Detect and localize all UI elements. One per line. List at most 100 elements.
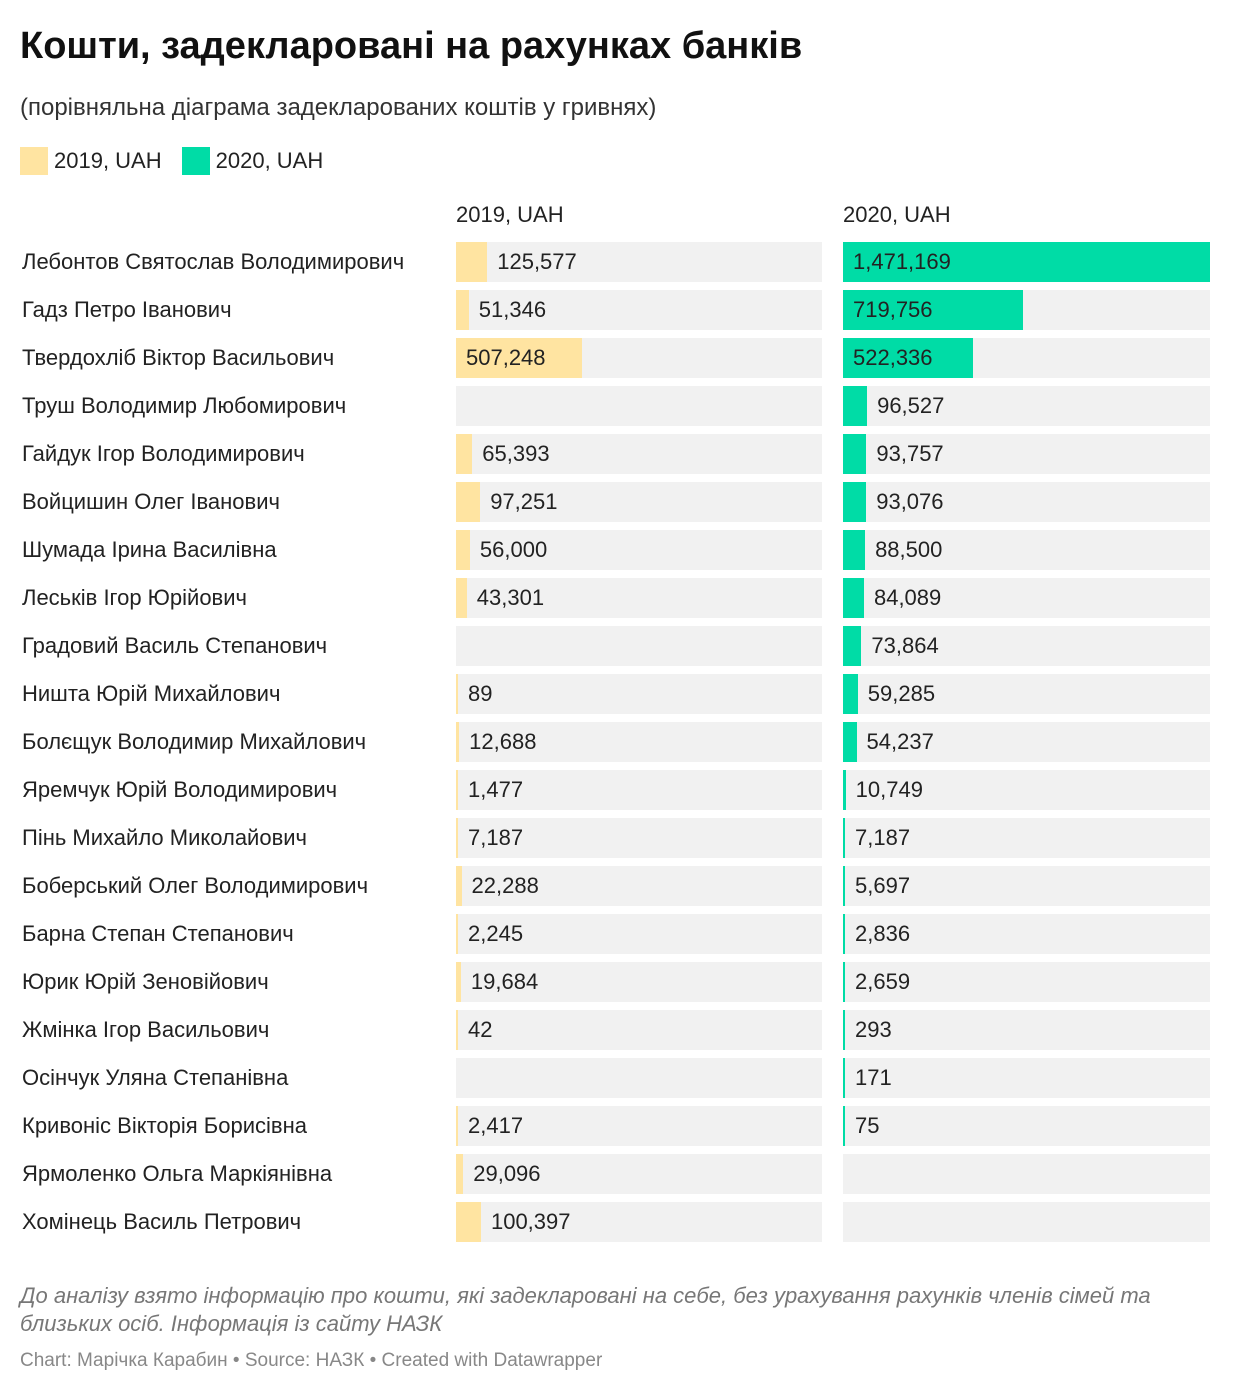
- bar-2020: [843, 290, 1023, 330]
- bar-track-2019: 507,248: [456, 338, 822, 378]
- bar-row: Градовий Василь Степанович 73,864: [0, 626, 1240, 666]
- bar-2020: [843, 386, 868, 426]
- value-label-2020: 88,500: [875, 537, 943, 562]
- bar-track-2019: 7,187: [456, 818, 822, 858]
- value-label-2019: 56,000: [479, 537, 548, 562]
- bar-track-2019: [456, 626, 822, 666]
- bar-row: Барна Степан Степанович 2,245 2,836: [0, 914, 1240, 954]
- legend-item-2020: 2020, UAH: [181, 147, 323, 175]
- bar-track-2019: 56,000: [456, 530, 822, 570]
- column-header-2020: 2020, UAH: [843, 202, 951, 227]
- bar-2020: [843, 482, 867, 522]
- row-label: Лебонтов Святослав Володимирович: [22, 249, 405, 274]
- bar-2019: [456, 1106, 458, 1146]
- bar-track-2020: 10,749: [843, 770, 1210, 810]
- row-label: Юрик Юрій Зеновійович: [22, 969, 269, 994]
- row-label: Кривоніс Вікторія Борисівна: [22, 1113, 307, 1138]
- bar-track-2020: [843, 1154, 1210, 1194]
- row-label: Пінь Михайло Миколайович: [22, 825, 308, 850]
- value-label-2020: 73,864: [871, 633, 939, 658]
- bar-2020: [843, 1058, 845, 1098]
- bar-track-2019: [456, 386, 822, 426]
- bar-row: Войцишин Олег Іванович 97,251 93,076: [0, 482, 1240, 522]
- row-label: Жмінка Ігор Васильович: [22, 1017, 270, 1042]
- bar-2019: [456, 914, 458, 954]
- bar-row: Осінчук Уляна Степанівна 171: [0, 1058, 1240, 1098]
- bar-track-2019: 89: [456, 674, 822, 714]
- bar-2019: [456, 770, 458, 810]
- value-label-2019: 29,096: [473, 1161, 541, 1186]
- bar-2020: [843, 578, 864, 618]
- bar-row: Твердохліб Віктор Васильович 507,248 522,3…: [0, 338, 1240, 378]
- bar-track-2020: 5,697: [843, 866, 1210, 906]
- row-label: Болєщук Володимир Михайлович: [22, 729, 367, 754]
- bar-row: Гадз Петро Іванович 51,346 719,756: [0, 290, 1240, 330]
- row-label: Градовий Василь Степанович: [22, 633, 328, 658]
- value-label-2019: 507,248: [466, 345, 546, 370]
- bar-track-2020: 7,187: [843, 818, 1210, 858]
- value-label-2019: 2,417: [468, 1113, 524, 1138]
- bar-2019: [456, 434, 473, 474]
- row-label: Труш Володимир Любомирович: [22, 393, 347, 418]
- value-label-2020: 5,697: [855, 873, 911, 898]
- value-label-2019: 7,187: [468, 825, 524, 850]
- bar-2020: [843, 1010, 845, 1050]
- value-label-2020: 2,836: [855, 921, 911, 946]
- bar-2019: [456, 578, 467, 618]
- bar-2020: [843, 866, 845, 906]
- value-label-2020: 84,089: [873, 585, 942, 610]
- bar-2019: [456, 1010, 458, 1050]
- value-label-2019: 65,393: [482, 441, 550, 466]
- bar-track-2019: 125,577: [456, 242, 822, 282]
- value-label-2020: 59,285: [867, 681, 936, 706]
- bar-track-2019: 51,346: [456, 290, 822, 330]
- bar-2020: [843, 818, 845, 858]
- bar-track-2019: 43,301: [456, 578, 822, 618]
- value-label-2019: 100,397: [490, 1209, 571, 1234]
- chart-footer: Chart: Марічка Карабин • Source: НАЗК • …: [20, 1350, 603, 1371]
- legend-swatch-2020: [181, 147, 210, 175]
- row-label: Твердохліб Віктор Васильович: [22, 345, 335, 370]
- bar-2020: [843, 626, 862, 666]
- chart-notes: До аналізу взято інформацію про кошти, я…: [20, 1283, 1151, 1336]
- bar-2019: [456, 1202, 481, 1242]
- row-label: Боберський Олег Володимирович: [22, 873, 369, 898]
- bar-track-2020: 75: [843, 1106, 1210, 1146]
- row-label: Ништа Юрій Михайлович: [22, 681, 281, 706]
- bar-2020: [843, 434, 867, 474]
- bar-track-2019: 2,417: [456, 1106, 822, 1146]
- bar-row: Лебонтов Святослав Володимирович 125,577 1…: [0, 242, 1240, 282]
- value-label-2019: 19,684: [470, 969, 539, 994]
- bar-track-2020: 73,864: [843, 626, 1210, 666]
- bar-row: Жмінка Ігор Васильович 42 293: [0, 1010, 1240, 1050]
- bar-2019: [456, 530, 470, 570]
- value-label-2020: 75: [855, 1113, 880, 1138]
- bar-2019: [456, 962, 461, 1002]
- value-label-2020: 10,749: [855, 777, 923, 802]
- legend-label-2019: 2019, UAH: [54, 148, 162, 173]
- value-label-2020: 2,659: [855, 969, 911, 994]
- row-label: Барна Степан Степанович: [22, 921, 294, 946]
- bar-2019: [456, 482, 481, 522]
- bar-2019: [456, 818, 458, 858]
- value-label-2019: 89: [468, 681, 493, 706]
- bar-track-2019: 19,684: [456, 962, 822, 1002]
- value-label-2020: 719,756: [853, 297, 933, 322]
- value-label-2019: 97,251: [490, 489, 558, 514]
- bar-row: Труш Володимир Любомирович 96,527: [0, 386, 1240, 426]
- bar-row: Ярмоленко Ольга Маркіянівна 29,096: [0, 1154, 1240, 1194]
- chart-subtitle: (порівняльна діаграма задекларованих кош…: [20, 94, 657, 121]
- row-label: Осінчук Уляна Степанівна: [22, 1065, 289, 1090]
- row-label: Леськів Ігор Юрійович: [22, 585, 247, 610]
- bar-2020: [843, 530, 866, 570]
- column-header-2019: 2019, UAH: [456, 202, 564, 227]
- bar-2019: [456, 674, 458, 714]
- bar-2019: [456, 722, 460, 762]
- value-label-2019: 1,477: [468, 777, 524, 802]
- bar-track-2020: 93,076: [843, 482, 1210, 522]
- value-label-2020: 171: [855, 1065, 892, 1090]
- bar-track-2020: 84,089: [843, 578, 1210, 618]
- value-label-2020: 96,527: [877, 393, 945, 418]
- bar-row: Шумада Ірина Василівна 56,000 88,500: [0, 530, 1240, 570]
- bar-track-2019: 42: [456, 1010, 822, 1050]
